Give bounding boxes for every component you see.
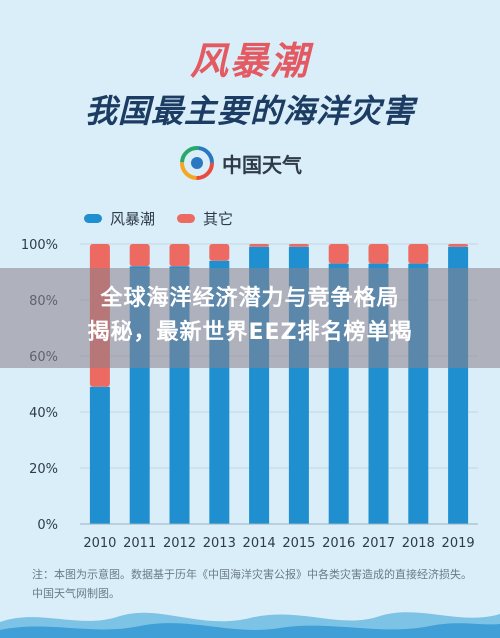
bar-other-2015: [288, 244, 309, 247]
y-tick-label: 100%: [21, 238, 58, 253]
legend-label-other: 其它: [203, 210, 234, 228]
x-tick-label: 2019: [442, 536, 475, 551]
x-tick-label: 2015: [282, 536, 315, 551]
bar-storm-surge-2010: [89, 386, 110, 524]
subtitle: 我国最主要的海洋灾害: [84, 92, 415, 130]
bar-other-2014: [249, 244, 270, 247]
wave-decoration: [0, 612, 500, 638]
x-tick-label: 2010: [83, 536, 116, 551]
x-tick-label: 2017: [362, 536, 395, 551]
overlay-line-1: 全球海洋经济潜力与竞争格局: [100, 286, 400, 311]
y-tick-label: 20%: [29, 462, 58, 477]
bar-other-2017: [368, 244, 389, 264]
x-tick-label: 2016: [322, 536, 355, 551]
main-title: 风暴潮: [189, 39, 310, 83]
y-tick-label: 40%: [29, 406, 58, 421]
x-tick-label: 2014: [243, 536, 276, 551]
bar-other-2018: [408, 244, 429, 264]
legend-swatch-storm-surge: [84, 214, 102, 223]
y-tick-label: 0%: [37, 518, 58, 533]
overlay-line-2: 揭秘，最新世界EEZ排名榜单揭: [87, 320, 413, 345]
brand: 中国天气: [180, 146, 302, 180]
weather-logo-icon: [180, 146, 214, 180]
bar-other-2016: [328, 244, 349, 264]
x-tick-label: 2011: [123, 536, 156, 551]
bar-other-2019: [448, 244, 469, 247]
x-tick-label: 2012: [163, 536, 196, 551]
bar-other-2012: [169, 244, 190, 267]
bar-other-2011: [129, 244, 150, 267]
legend-swatch-other: [177, 214, 196, 223]
headline-overlay: 全球海洋经济潜力与竞争格局 揭秘，最新世界EEZ排名榜单揭: [0, 268, 500, 368]
legend-item-storm-surge: 风暴潮: [84, 208, 155, 229]
chart-legend: 风暴潮 其它: [84, 208, 233, 229]
legend-item-other: 其它: [177, 208, 233, 229]
footnote: 注：本图为示意图。数据基于历年《中国海洋灾害公报》中各类灾害造成的直接经济损失。…: [32, 568, 472, 600]
brand-name: 中国天气: [222, 152, 302, 177]
bar-other-2013: [209, 244, 230, 261]
x-tick-label: 2013: [203, 536, 236, 551]
legend-label-storm-surge: 风暴潮: [110, 210, 156, 228]
x-tick-label: 2018: [402, 536, 435, 551]
